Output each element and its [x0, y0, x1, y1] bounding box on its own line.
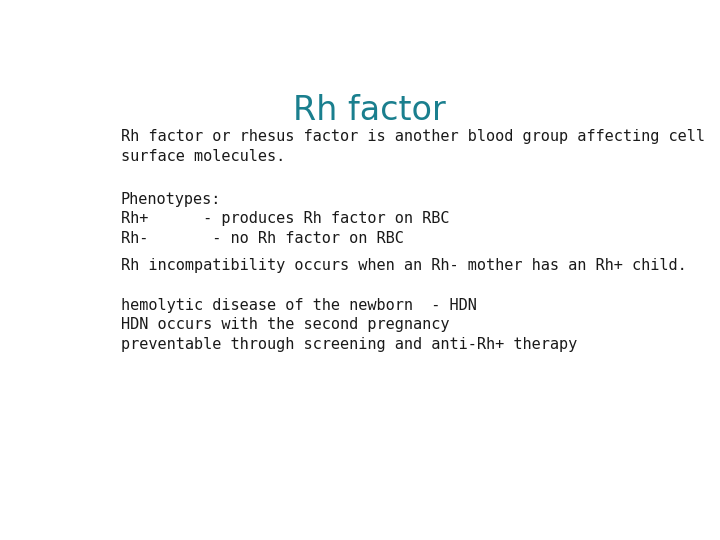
Text: Rh factor or rhesus factor is another blood group affecting cell
surface molecul: Rh factor or rhesus factor is another bl…	[121, 129, 705, 164]
Text: Rh incompatibility occurs when an Rh- mother has an Rh+ child.: Rh incompatibility occurs when an Rh- mo…	[121, 258, 686, 273]
Text: hemolytic disease of the newborn  - HDN
HDN occurs with the second pregnancy
pre: hemolytic disease of the newborn - HDN H…	[121, 298, 577, 352]
Text: Rh factor: Rh factor	[292, 94, 446, 127]
Text: Phenotypes:
Rh+      - produces Rh factor on RBC
Rh-       - no Rh factor on RBC: Phenotypes: Rh+ - produces Rh factor on …	[121, 192, 449, 246]
